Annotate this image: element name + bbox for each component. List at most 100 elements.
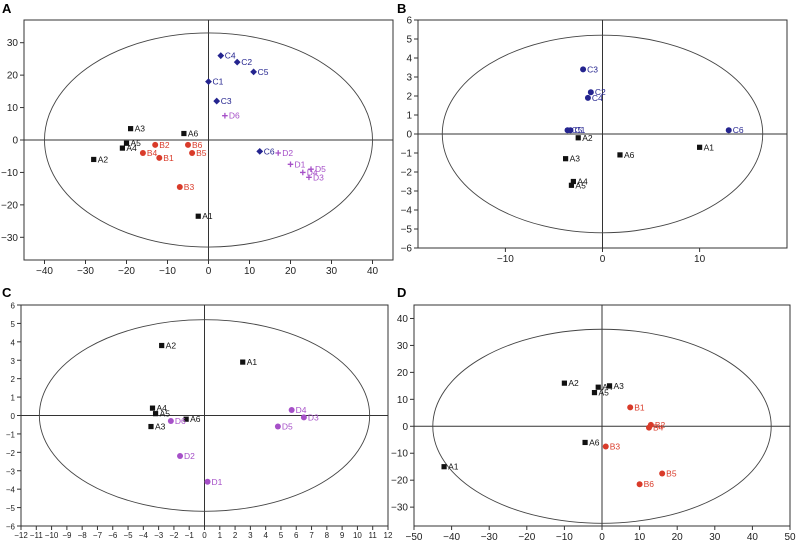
point-a-d4: D4	[300, 167, 318, 177]
y-tick-label-c: 5	[11, 320, 16, 329]
point-label: D2	[282, 148, 293, 158]
point-a-b1: B1	[156, 153, 174, 163]
point-label: A3	[155, 422, 166, 432]
marker-plus	[308, 166, 314, 172]
point-a-d5: D5	[308, 164, 326, 174]
point-a-b3: B3	[176, 182, 194, 192]
point-a-a4: A4	[119, 143, 137, 153]
y-tick-label-b: −5	[401, 225, 413, 236]
y-tick-label-b: 6	[406, 16, 412, 27]
marker-square	[595, 384, 601, 390]
x-tick-label-c: −5	[123, 531, 133, 540]
x-tick-label-d: 20	[672, 532, 684, 543]
point-label: A2	[98, 154, 109, 164]
point-label: A4	[126, 143, 137, 153]
marker-square	[123, 140, 130, 146]
x-tick-label-c: 10	[353, 531, 362, 540]
y-tick-label-c: 4	[11, 338, 16, 347]
point-label: A2	[582, 133, 593, 143]
point-d-a1: A1	[441, 462, 459, 472]
point-c-a2: A2	[159, 341, 176, 351]
x-tick-label-c: 9	[340, 531, 345, 540]
marker-circle	[725, 127, 732, 134]
x-tick-label-c: 1	[218, 531, 223, 540]
point-label: B5	[666, 468, 677, 478]
marker-circle	[587, 89, 594, 96]
marker-diamond	[233, 58, 241, 66]
x-tick-label-c: −4	[139, 531, 149, 540]
point-c-d1: D1	[204, 477, 223, 487]
x-tick-label-a: 40	[367, 266, 379, 277]
marker-square	[91, 156, 97, 163]
y-tick-label-d: 20	[397, 368, 409, 379]
x-tick-label-c: 8	[325, 531, 330, 540]
point-d-a5: A5	[591, 388, 609, 398]
point-a-a1: A1	[195, 211, 213, 221]
x-tick-label-c: −11	[30, 531, 44, 540]
point-c-d6: D6	[167, 416, 186, 426]
point-c-d3: D3	[300, 412, 319, 422]
y-tick-label-d: −30	[391, 503, 408, 514]
point-label: B4	[653, 423, 664, 433]
point-a-a3: A3	[128, 124, 145, 134]
confidence-ellipse-d	[432, 328, 772, 524]
point-label: C1	[213, 77, 224, 87]
x-tick-label-c: 2	[233, 531, 238, 540]
marker-plus	[306, 174, 312, 181]
point-label: A2	[166, 341, 177, 351]
y-tick-label-b: 1	[406, 111, 412, 122]
point-label: B6	[644, 479, 655, 489]
panel-label-b: B	[397, 1, 406, 16]
y-tick-label-a: −20	[1, 200, 18, 211]
marker-circle	[152, 141, 159, 148]
y-tick-label-b: −6	[401, 244, 413, 255]
marker-square	[159, 342, 165, 349]
marker-square	[441, 464, 447, 470]
marker-square	[617, 152, 623, 158]
point-label: B5	[196, 148, 207, 158]
point-label: D1	[212, 477, 223, 487]
point-d-a4: A4	[595, 382, 613, 392]
marker-circle	[584, 94, 591, 101]
point-label: C5	[258, 67, 269, 77]
point-label: A5	[598, 388, 609, 398]
marker-circle	[156, 154, 163, 161]
marker-diamond	[256, 147, 264, 155]
point-label: C1	[574, 125, 585, 135]
point-label: A6	[589, 437, 600, 447]
marker-circle	[300, 414, 307, 421]
marker-square	[181, 130, 187, 137]
y-tick-label-a: −30	[1, 233, 18, 244]
point-label: D4	[296, 405, 307, 415]
point-b-a6: A6	[617, 150, 635, 160]
y-tick-label-b: −1	[401, 149, 413, 160]
marker-circle	[602, 443, 609, 450]
y-tick-label-c: −4	[6, 486, 16, 495]
y-tick-label-c: 3	[11, 357, 16, 366]
point-b-a3: A3	[563, 154, 580, 164]
panel-b: −10 0 10−6−5−4−3−2−10123456A1A2A3A4A5A6C1C…	[401, 16, 788, 265]
point-label: D1	[295, 159, 306, 169]
point-label: A1	[704, 142, 715, 152]
point-label: A2	[568, 378, 579, 388]
point-a-d2: D2	[275, 148, 293, 158]
y-tick-label-b: −2	[401, 168, 413, 179]
point-d-b3: B3	[602, 441, 620, 451]
point-label: B2	[159, 140, 170, 150]
x-tick-label-a: −40	[36, 266, 53, 277]
point-d-b6: B6	[636, 479, 655, 489]
marker-circle	[659, 470, 666, 477]
marker-circle	[274, 423, 281, 430]
point-c-a5: A5	[152, 409, 170, 419]
point-c-a3: A3	[148, 422, 166, 432]
point-a-c4: C4	[217, 51, 236, 61]
x-tick-label-a: 30	[326, 266, 338, 277]
marker-square	[149, 405, 156, 411]
point-label: B1	[163, 153, 174, 163]
x-tick-label-c: 5	[279, 531, 284, 540]
point-label: C2	[595, 87, 606, 97]
panel-label-d: D	[397, 285, 406, 300]
marker-square	[568, 182, 575, 188]
point-b-c4: C4	[584, 93, 603, 103]
point-a-c5: C5	[250, 67, 269, 77]
